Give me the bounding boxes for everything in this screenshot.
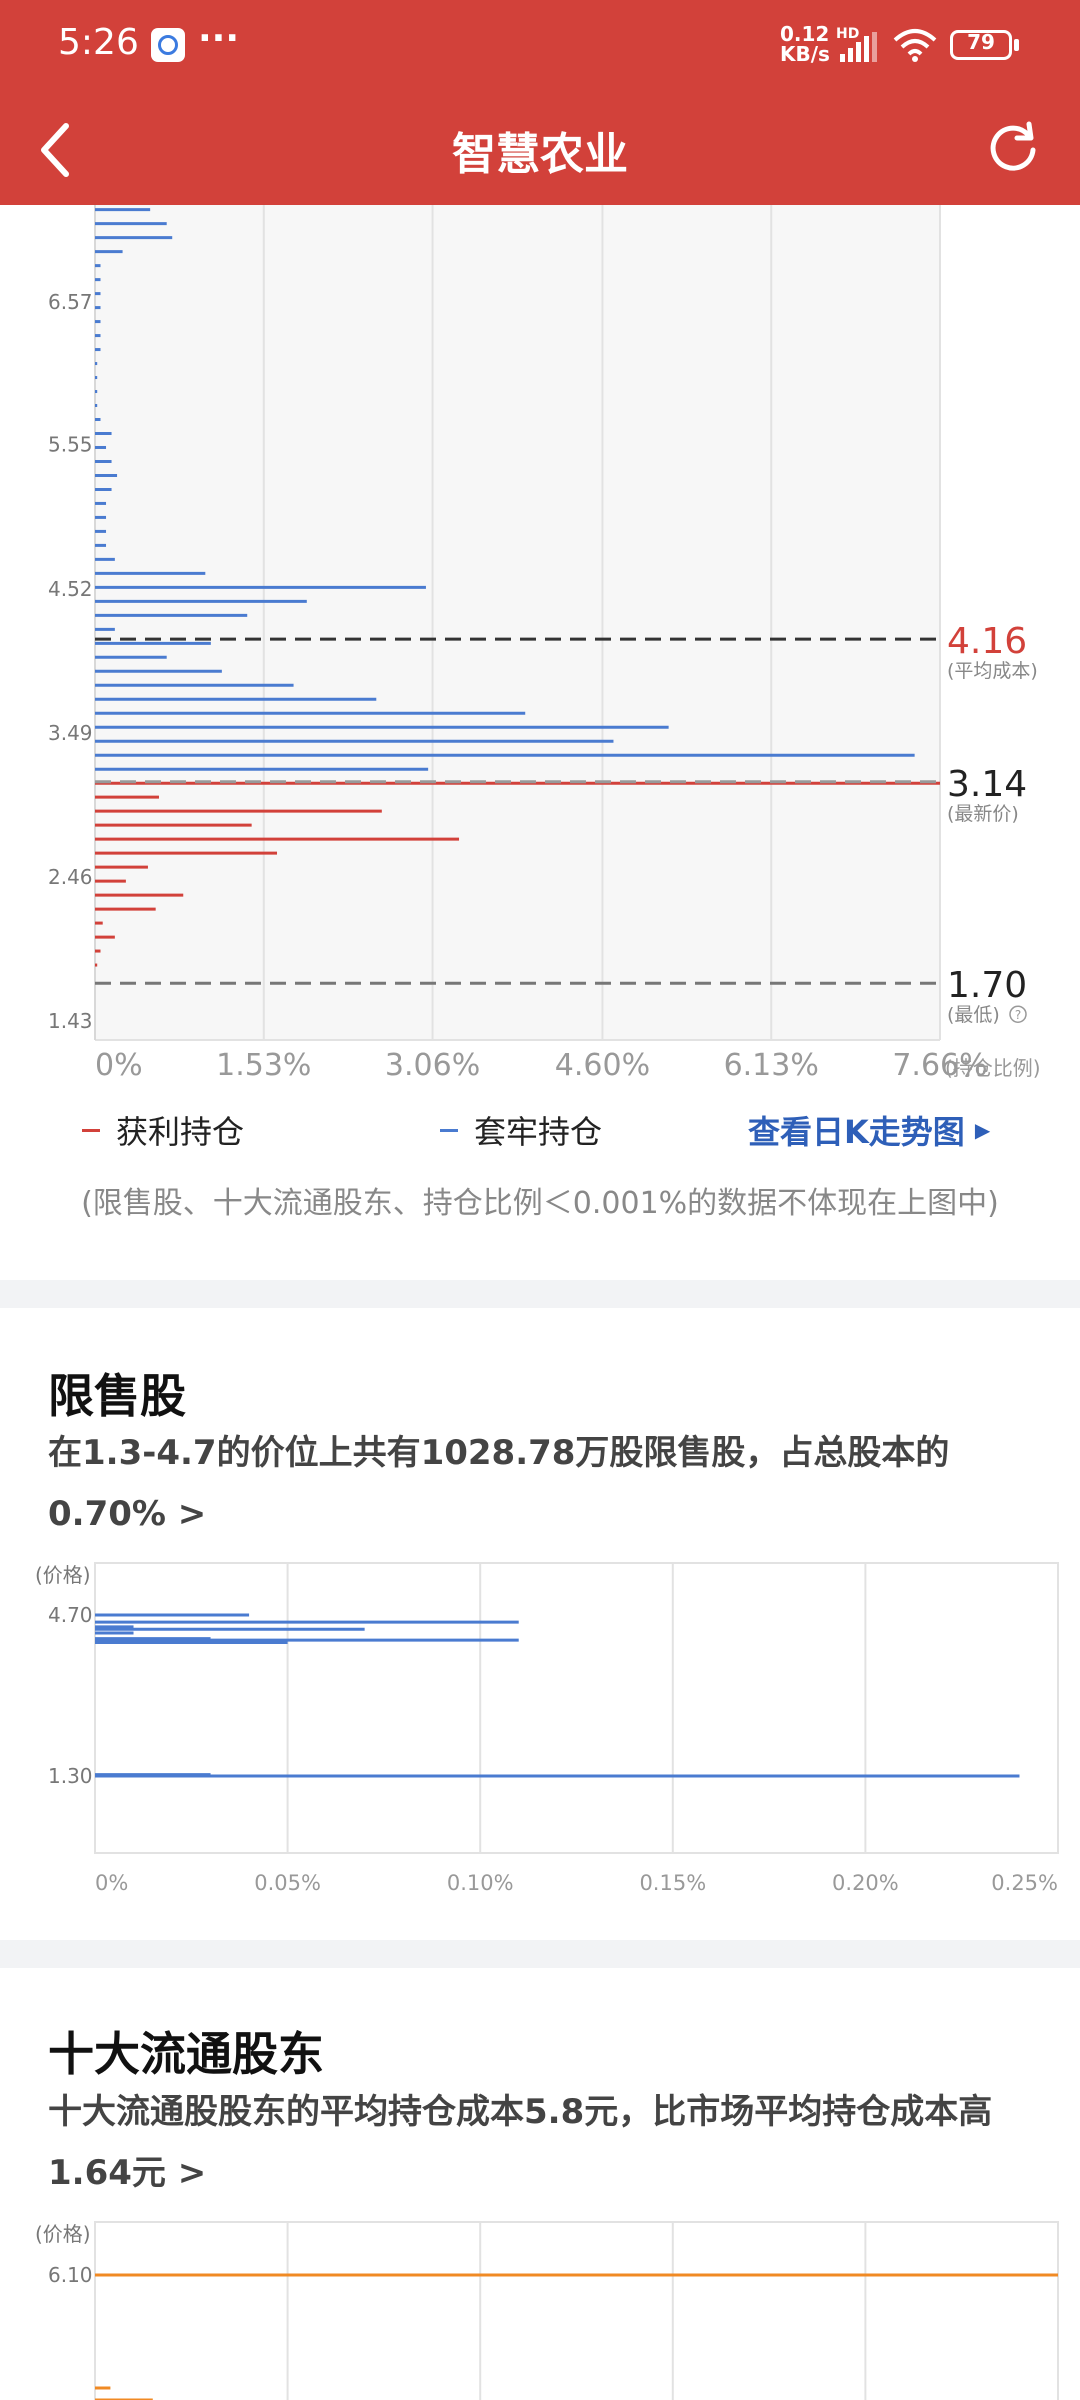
status-bar: 5:26 ··· 0.12 KB/s HD 79 [0, 0, 1080, 90]
x-tick-label: 4.60% [555, 1048, 650, 1083]
app-notification-icon [151, 28, 185, 62]
daily-k-link[interactable]: 查看日K走势图 ▶ [748, 1105, 990, 1155]
legend-trapped-label: 套牢持仓 [474, 1113, 603, 1151]
x-tick-label: 3.06% [385, 1048, 480, 1083]
lowest-price-value: 1.70 [947, 965, 1027, 1006]
help-icon-glyph: ? [1015, 1008, 1021, 1022]
chart-plot-area [94, 2221, 1059, 2400]
net-speed-value: 0.12 [780, 22, 830, 46]
y-tick-label: 4.70 [48, 1603, 93, 1627]
y-axis-label: (价格) [35, 1563, 91, 1587]
y-tick-label: 3.49 [48, 721, 93, 745]
refresh-button[interactable] [985, 120, 1041, 176]
x-tick-label: 0.15% [639, 1871, 706, 1895]
y-tick-label: 4.52 [48, 577, 93, 601]
x-tick-label: 0.10% [447, 1871, 514, 1895]
net-speed-unit: KB/s [780, 42, 830, 66]
battery-level: 79 [967, 30, 995, 54]
restricted-desc-link[interactable]: 在1.3-4.7的价位上共有1028.78万股限售股，占总股本的0.70% > [48, 1433, 950, 1534]
x-tick-label: 0% [95, 1871, 128, 1895]
legend-profit-label: 获利持仓 [116, 1113, 245, 1151]
restricted-title: 限售股 [48, 1369, 186, 1423]
battery-icon: 79 [950, 30, 1012, 60]
x-tick-label: 7.66% [892, 1048, 987, 1083]
status-time: 5:26 [58, 22, 139, 63]
section-divider [0, 1940, 1080, 1968]
back-button[interactable] [30, 120, 80, 180]
daily-k-link-label[interactable]: 查看日K走势图 [748, 1113, 965, 1151]
y-tick-label: 6.57 [48, 290, 93, 314]
x-tick-label: 1.53% [216, 1048, 311, 1083]
help-icon [1009, 1005, 1027, 1023]
caret-right-icon: ▶ [974, 1118, 991, 1142]
x-tick-label: 0.20% [832, 1871, 899, 1895]
chart-plot-area [95, 205, 940, 1040]
chart-plot-area [94, 1562, 1059, 1854]
x-tick-label: 0.25% [991, 1871, 1058, 1895]
y-tick-label: 5.55 [48, 433, 93, 457]
chart-footnote: (限售股、十大流通股东、持仓比例＜0.001%的数据不体现在上图中) [81, 1186, 999, 1221]
x-tick-label: 0.05% [254, 1871, 321, 1895]
y-tick-label: 6.10 [48, 2263, 93, 2287]
nav-bar: 智慧农业 [0, 90, 1080, 205]
latest-price-label: (最新价) [947, 803, 1019, 825]
y-tick-label: 1.43 [48, 1009, 93, 1033]
x-tick-label: 6.13% [724, 1048, 819, 1083]
legend-trapped: 套牢持仓 [440, 1105, 602, 1155]
chip-distribution-chart: 4.16(平均成本) 3.14(最新价) 1.70(最低)? 0% 1.53% 3.06… [48, 205, 1041, 1083]
profit-color-swatch [82, 1128, 100, 1132]
section-divider [0, 1280, 1080, 1308]
top-holders-title: 十大流通股东 [48, 2027, 324, 2081]
hd-label: HD [836, 26, 860, 42]
signal-icon [840, 32, 877, 62]
latest-price-value: 3.14 [947, 764, 1027, 805]
x-tick-label: 0% [95, 1048, 143, 1083]
top-holders-desc-link[interactable]: 十大流通股股东的平均持仓成本5.8元，比市场平均持仓成本高1.64元 > [48, 2092, 993, 2193]
lowest-price-label: (最低) [947, 1004, 1000, 1026]
wifi-icon [893, 29, 937, 62]
x-axis-unit: (持仓比例) [945, 1056, 1041, 1080]
top-holders-chart: (价格) 6.10 [35, 2221, 1059, 2400]
avg-cost-value: 4.16 [947, 621, 1027, 662]
avg-cost-label: (平均成本) [947, 660, 1038, 682]
trapped-color-swatch [440, 1128, 458, 1132]
legend-profit: 获利持仓 [82, 1105, 244, 1155]
restricted-chart: 0% 0.05% 0.10% 0.15% 0.20% 0.25% (价格) 4.70 1.30 [35, 1562, 1059, 1895]
more-notifications-icon: ··· [198, 18, 240, 59]
y-tick-label: 1.30 [48, 1764, 93, 1788]
page-title: 智慧农业 [452, 129, 628, 180]
y-axis-label: (价格) [35, 2222, 91, 2246]
y-tick-label: 2.46 [48, 865, 93, 889]
